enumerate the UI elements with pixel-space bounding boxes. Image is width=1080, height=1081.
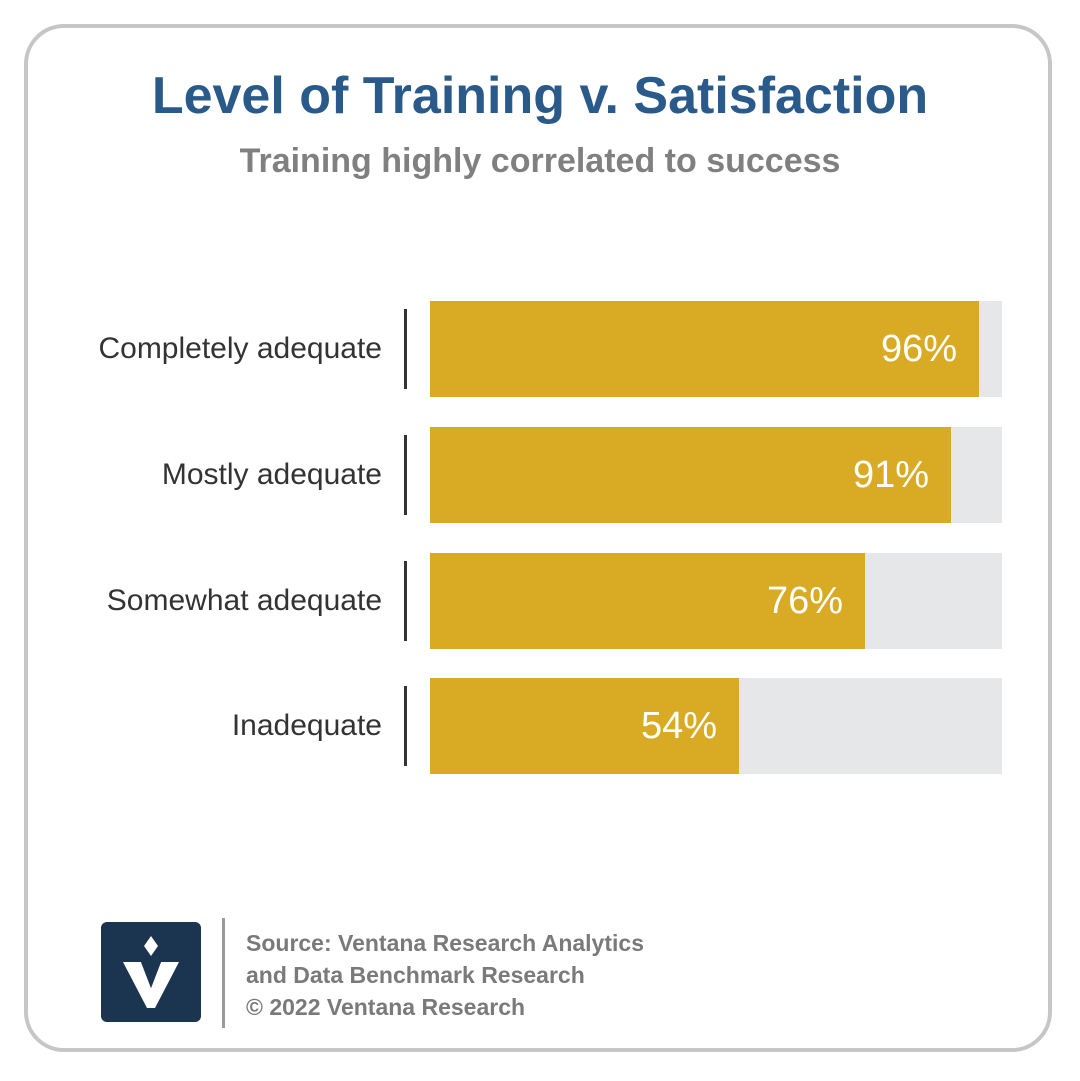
category-label: Somewhat adequate	[106, 584, 382, 617]
axis-tick	[404, 686, 407, 766]
footer-divider	[222, 918, 225, 1028]
bar-value-label: 54%	[640, 705, 717, 747]
bar-value-label: 76%	[766, 580, 843, 622]
ventana-logo-icon	[101, 922, 201, 1022]
card-frame	[24, 24, 1052, 1052]
axis-tick	[404, 309, 407, 389]
bar-track: 96%	[430, 301, 1002, 397]
axis-tick	[404, 435, 407, 515]
bar	[430, 427, 951, 523]
bar-track: 91%	[430, 427, 1002, 523]
source-line-2: and Data Benchmark Research	[246, 962, 585, 988]
chart-title: Level of Training v. Satisfaction	[151, 67, 929, 125]
bar-row: Somewhat adequate 76%	[0, 553, 1080, 649]
bar	[430, 678, 739, 774]
bar-row: Inadequate 54%	[0, 678, 1080, 774]
category-label: Mostly adequate	[161, 458, 382, 491]
bar-value-label: 96%	[880, 328, 957, 370]
chart-subtitle: Training highly correlated to success	[239, 142, 841, 180]
bar-row: Completely adequate 96%	[0, 301, 1080, 397]
bar-track: 54%	[430, 678, 1002, 774]
bar-value-label: 91%	[852, 454, 929, 496]
bar	[430, 553, 865, 649]
axis-tick	[404, 561, 407, 641]
bar	[430, 301, 979, 397]
bar-track: 76%	[430, 553, 1002, 649]
category-label: Completely adequate	[98, 332, 382, 365]
category-label: Inadequate	[231, 709, 382, 742]
bar-row: Mostly adequate 91%	[0, 427, 1080, 523]
source-line-1: Source: Ventana Research Analytics	[246, 930, 644, 956]
copyright-line: © 2022 Ventana Research	[246, 994, 526, 1020]
